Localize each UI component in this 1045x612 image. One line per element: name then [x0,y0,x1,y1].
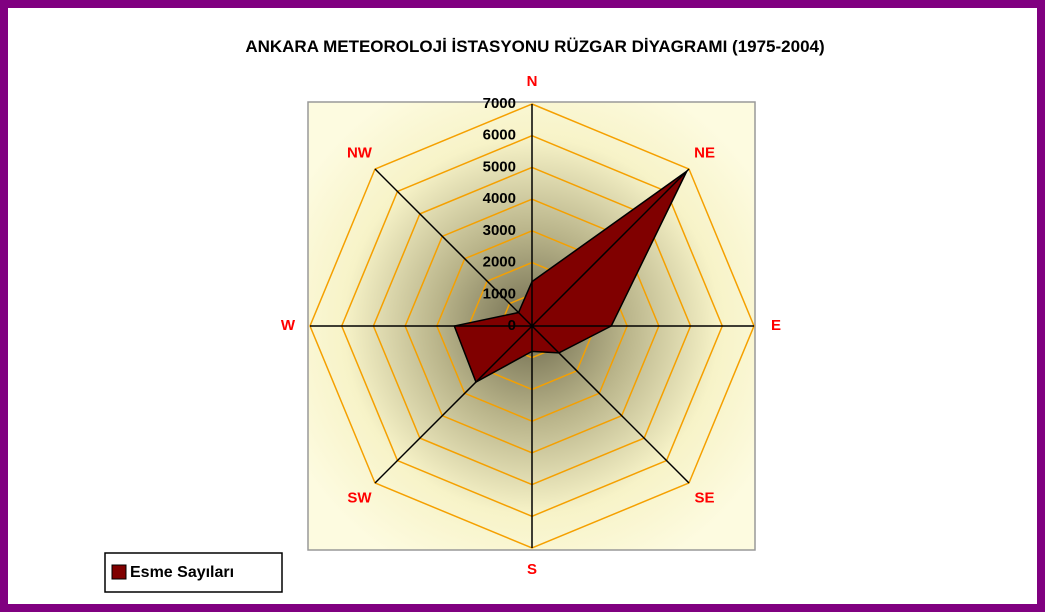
r-tick-label: 5000 [483,158,516,175]
r-tick-label: 3000 [483,222,516,239]
chart-title: ANKARA METEOROLOJİ İSTASYONU RÜZGAR DİYA… [245,37,825,56]
legend [104,552,283,593]
category-label: N [527,73,538,90]
category-label: W [281,317,296,334]
spoke [374,168,533,327]
category-label: SW [347,490,372,507]
legend-label: Esme Sayıları [130,564,234,581]
r-tick-label: 0 [508,317,516,334]
category-label: S [527,561,537,578]
category-label: SE [695,490,715,507]
r-tick-label: 7000 [483,95,516,112]
spoke [374,325,533,484]
legend-swatch [111,564,127,580]
r-tick-label: 1000 [483,285,516,302]
category-label: NE [694,144,715,161]
r-tick-label: 2000 [483,254,516,271]
category-label: NW [347,144,373,161]
r-tick-label: 4000 [483,190,516,207]
category-label: E [771,317,781,334]
r-tick-label: 6000 [483,127,516,144]
spoke [531,325,690,484]
spoke [531,168,690,327]
